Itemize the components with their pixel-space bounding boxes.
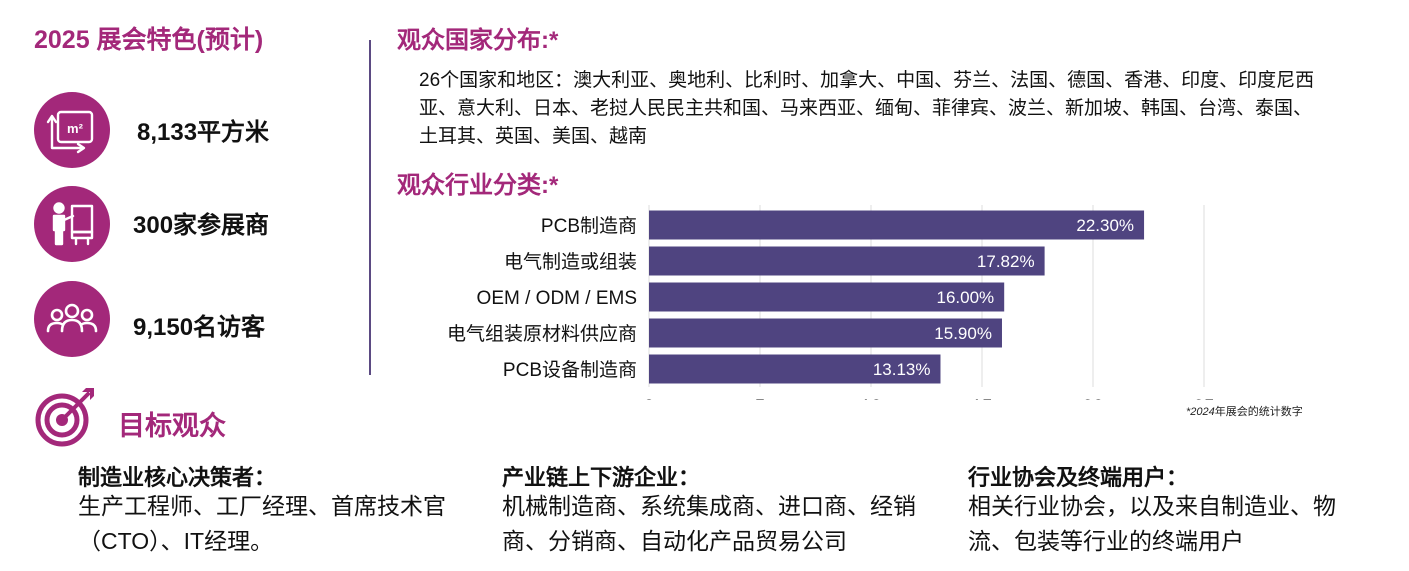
audience-col-3-heading: 行业协会及终端用户： [968, 465, 1189, 490]
footnote-text: 年展会的统计数字 [1214, 406, 1303, 418]
bar [649, 318, 1002, 348]
value-label: 22.30% [1076, 216, 1134, 235]
value-label: 17.82% [977, 252, 1035, 271]
value-label: 16.00% [937, 288, 995, 307]
bar [649, 282, 1005, 312]
visitors-group-icon [34, 281, 110, 357]
countries-title: 观众国家分布:* [397, 27, 559, 54]
category-label: PCB制造商 [541, 215, 637, 237]
x-tick-label: 5 [755, 397, 766, 400]
bar [649, 210, 1145, 240]
x-tick-label: 20 [1082, 397, 1103, 400]
exhibitor-presenter-icon [34, 186, 110, 262]
svg-text:m²: m² [67, 121, 84, 136]
audience-col-2-body: 机械制造商、系统集成商、进口商、经销商、分销商、自动化产品贸易公司 [502, 493, 916, 554]
x-tick-label: 0 [644, 397, 655, 400]
value-label: 13.13% [873, 360, 931, 379]
audience-col-1-body: 生产工程师、工厂经理、首席技术官（CTO）、IT经理。 [78, 493, 446, 554]
stat-area-text: 8,133平方米 [137, 119, 270, 146]
footnote-year: *2024 [1186, 406, 1215, 418]
countries-list: 26个国家和地区：澳大利亚、奥地利、比利时、加拿大、中国、芬兰、法国、德国、香港… [419, 70, 1315, 147]
section-divider [369, 40, 371, 375]
x-tick-label: 25 [1193, 397, 1214, 400]
stat-visitors-text: 9,150名访客 [133, 314, 266, 341]
category-label: 电气组装原材料供应商 [447, 323, 637, 345]
industry-bar-chart: PCB制造商 22.30% 电气制造或组装 17.82% OEM / ODM / EMS… [447, 205, 1215, 400]
x-tick-label: 10 [860, 397, 881, 400]
audience-col-3-body: 相关行业协会，以及来自制造业、物流、包装等行业的终端用户 [968, 493, 1336, 554]
category-label: 电气制造或组装 [504, 251, 637, 273]
category-label: PCB设备制造商 [503, 359, 637, 381]
highlights-title: 2025 展会特色(预计) [34, 26, 264, 54]
x-tick-label: 15 [971, 397, 992, 400]
industry-title: 观众行业分类:* [397, 172, 559, 199]
footnote: *2024年展会的统计数字 [1186, 403, 1303, 419]
category-label: OEM / ODM / EMS [477, 288, 637, 309]
value-label: 15.90% [934, 324, 992, 343]
bar [649, 246, 1045, 276]
target-arrow-icon [34, 386, 98, 450]
audience-col-2-heading: 产业链上下游企业： [502, 465, 701, 490]
audience-title: 目标观众 [118, 411, 226, 441]
stat-exhibitors-text: 300家参展商 [133, 212, 270, 239]
area-square-meter-icon: m² [34, 92, 110, 168]
bar [649, 354, 941, 384]
audience-col-1-heading: 制造业核心决策者： [78, 465, 277, 490]
